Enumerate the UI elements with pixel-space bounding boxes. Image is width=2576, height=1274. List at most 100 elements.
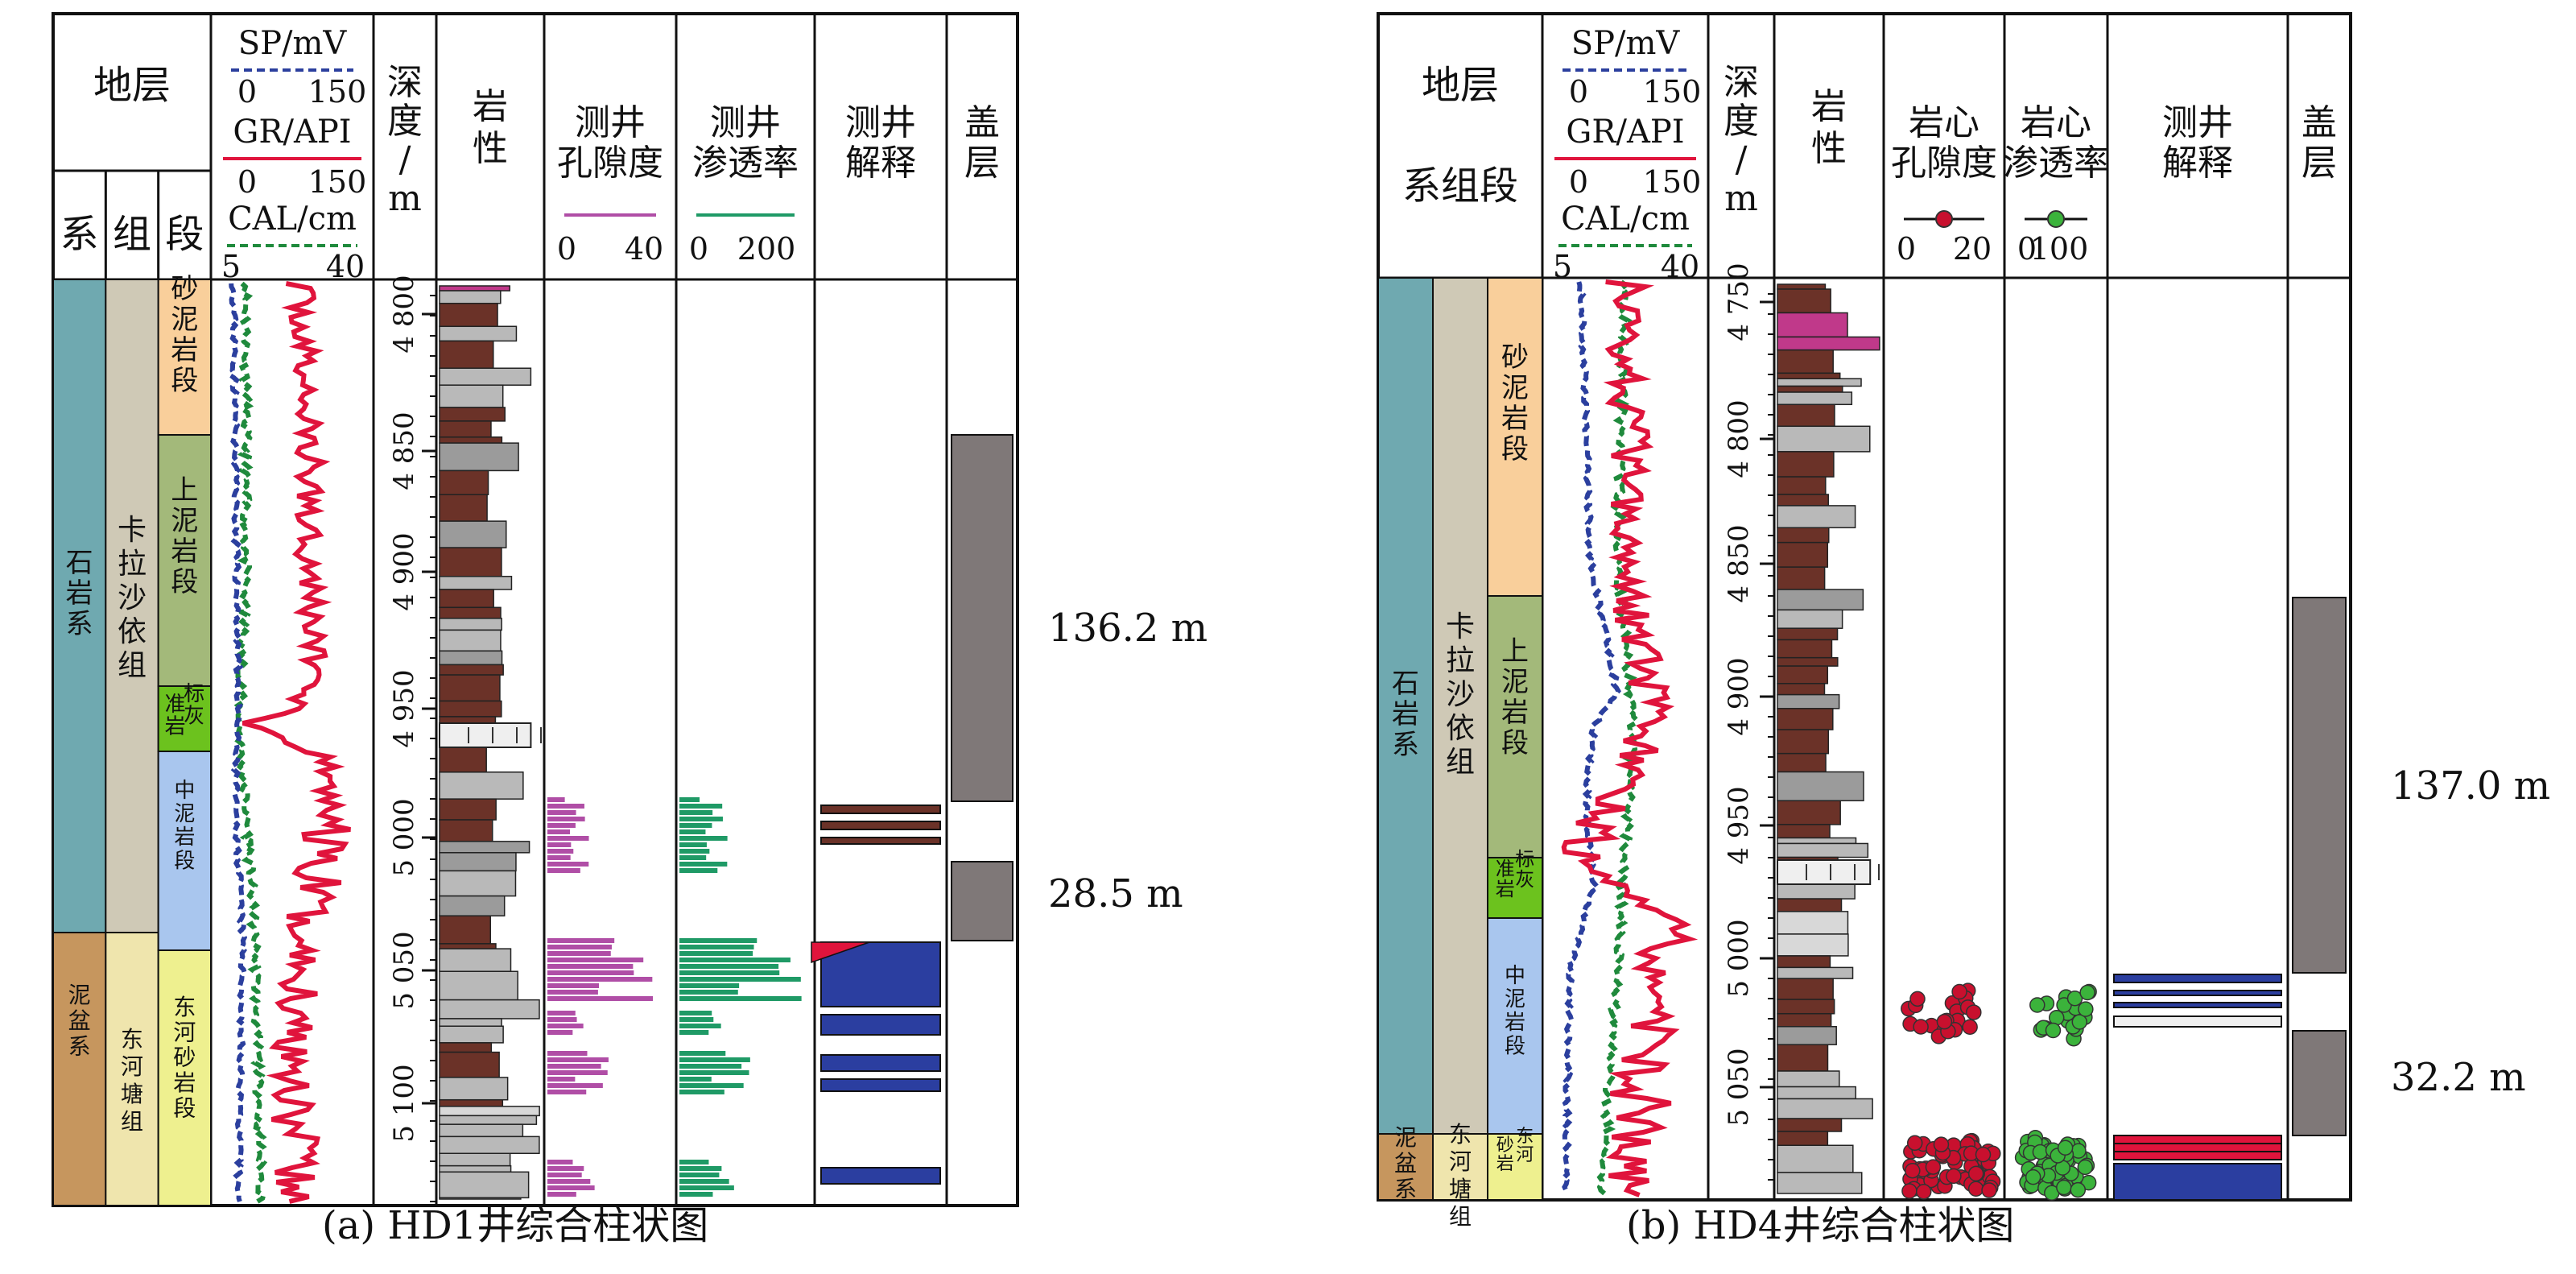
lithology-bed (1777, 771, 1864, 802)
lithology-bed (1777, 349, 1834, 374)
lithology-bed (439, 547, 502, 577)
lithology-bed (1777, 1012, 1832, 1028)
gr-min: 0 (237, 164, 257, 200)
cal-curve (233, 281, 268, 1204)
label: 泥 (1501, 372, 1529, 404)
lithology-bed (439, 576, 513, 590)
lithology-bed (1777, 708, 1834, 730)
label: 塘 (121, 1081, 143, 1107)
porosity-min: 0 (1897, 231, 1916, 267)
lithology-bed (1777, 966, 1854, 979)
label: 岩 (1505, 1011, 1525, 1035)
lithology-bed (1777, 824, 1831, 839)
label: 岩 (1501, 697, 1529, 729)
lithology-bed (1777, 336, 1880, 351)
lithology-bed (439, 367, 532, 386)
perm-bar (679, 958, 791, 962)
label: 依 (118, 615, 147, 648)
lithology-bed (439, 852, 517, 872)
lithology-bed (1777, 911, 1849, 935)
lithology-bed (439, 1123, 524, 1138)
core-porosity-point (1909, 991, 1926, 1007)
lithology-bed (1777, 665, 1829, 685)
label: 泥 (171, 304, 198, 336)
lithology-bed (1777, 639, 1833, 659)
cap-thickness-a1: 136.2 m (1048, 606, 1208, 651)
perm-bar (679, 836, 728, 841)
perm-min: 0 (2017, 231, 2037, 267)
interp-layer (820, 1078, 941, 1092)
lithology-bed (1777, 378, 1862, 387)
label: 准 (165, 693, 186, 717)
system-carboniferous (1377, 277, 1434, 1135)
porosity-bar (547, 1185, 595, 1190)
porosity-min: 0 (557, 231, 576, 267)
lithology-bed (439, 618, 502, 631)
segment-middle-mudstone (1487, 917, 1543, 1135)
depth-tick-label: 5 000 (1723, 919, 1755, 997)
interp-layer (2113, 1163, 2282, 1201)
core-perm-point (2045, 1022, 2062, 1039)
interp-layer (820, 1167, 941, 1185)
lithology-bed (439, 1106, 540, 1117)
perm-bar (679, 862, 728, 867)
label: 组 (118, 649, 147, 682)
segment-donghe-sandstone (157, 949, 213, 1206)
lithology-bed (439, 744, 487, 773)
lithology-bed (439, 290, 502, 304)
perm-bar (679, 1024, 721, 1028)
lithology-bed (439, 494, 488, 522)
lithology-bed (439, 1051, 500, 1078)
gr-min: 0 (1569, 164, 1588, 200)
lithology-bed (439, 819, 493, 842)
label: 盆 (68, 1007, 91, 1034)
cal-label: CAL/cm (228, 201, 357, 238)
lithology-bed (439, 650, 503, 666)
interp-layer (2113, 990, 2282, 996)
cap-thickness-b1: 137.0 m (2391, 763, 2551, 809)
lithology-bed (1777, 403, 1835, 428)
cap-title-1: 盖 (964, 102, 1000, 143)
label: 段 (1501, 433, 1529, 465)
depth-tick-label: 4 950 (1723, 786, 1755, 864)
label: 泥 (174, 802, 195, 826)
lithology-bed (439, 798, 497, 821)
sp-max: 150 (1643, 74, 1702, 110)
strat-title: 地层 (93, 63, 171, 108)
interp-layer (820, 941, 941, 1007)
lithology-bed (439, 629, 502, 652)
lithology-bed (439, 606, 502, 619)
label: 中 (1505, 964, 1525, 988)
porosity-bar (547, 842, 572, 847)
lithology-bed (439, 420, 492, 438)
porosity-bar (547, 1166, 584, 1171)
lithology-bed (1777, 656, 1839, 667)
lithology-bed (439, 1042, 493, 1053)
label: 深 (387, 62, 423, 103)
label: 段 (171, 566, 198, 598)
perm-title-2: 渗透率 (692, 143, 799, 184)
porosity-bar (547, 990, 598, 995)
lithology-bed (439, 700, 502, 718)
lithology-bed (1777, 842, 1869, 858)
lithology-bed (1777, 288, 1831, 314)
porosity-max: 40 (625, 231, 663, 267)
lithology-bed (1777, 933, 1849, 957)
porosity-title-1: 测井 (575, 102, 646, 143)
porosity-bar (547, 855, 571, 860)
porosity-bar (547, 1083, 603, 1088)
label: 东 (121, 1026, 143, 1053)
perm-bar (679, 804, 723, 809)
porosity-bar (547, 849, 574, 854)
lithology-bed (439, 948, 512, 972)
core-porosity-point (1981, 1182, 1997, 1198)
label: 标 (1515, 848, 1534, 871)
depth-tick-label: 4 850 (1723, 524, 1755, 602)
lithology-bed (1777, 837, 1857, 845)
lithology-bed (439, 771, 524, 800)
porosity-bar (547, 836, 589, 841)
